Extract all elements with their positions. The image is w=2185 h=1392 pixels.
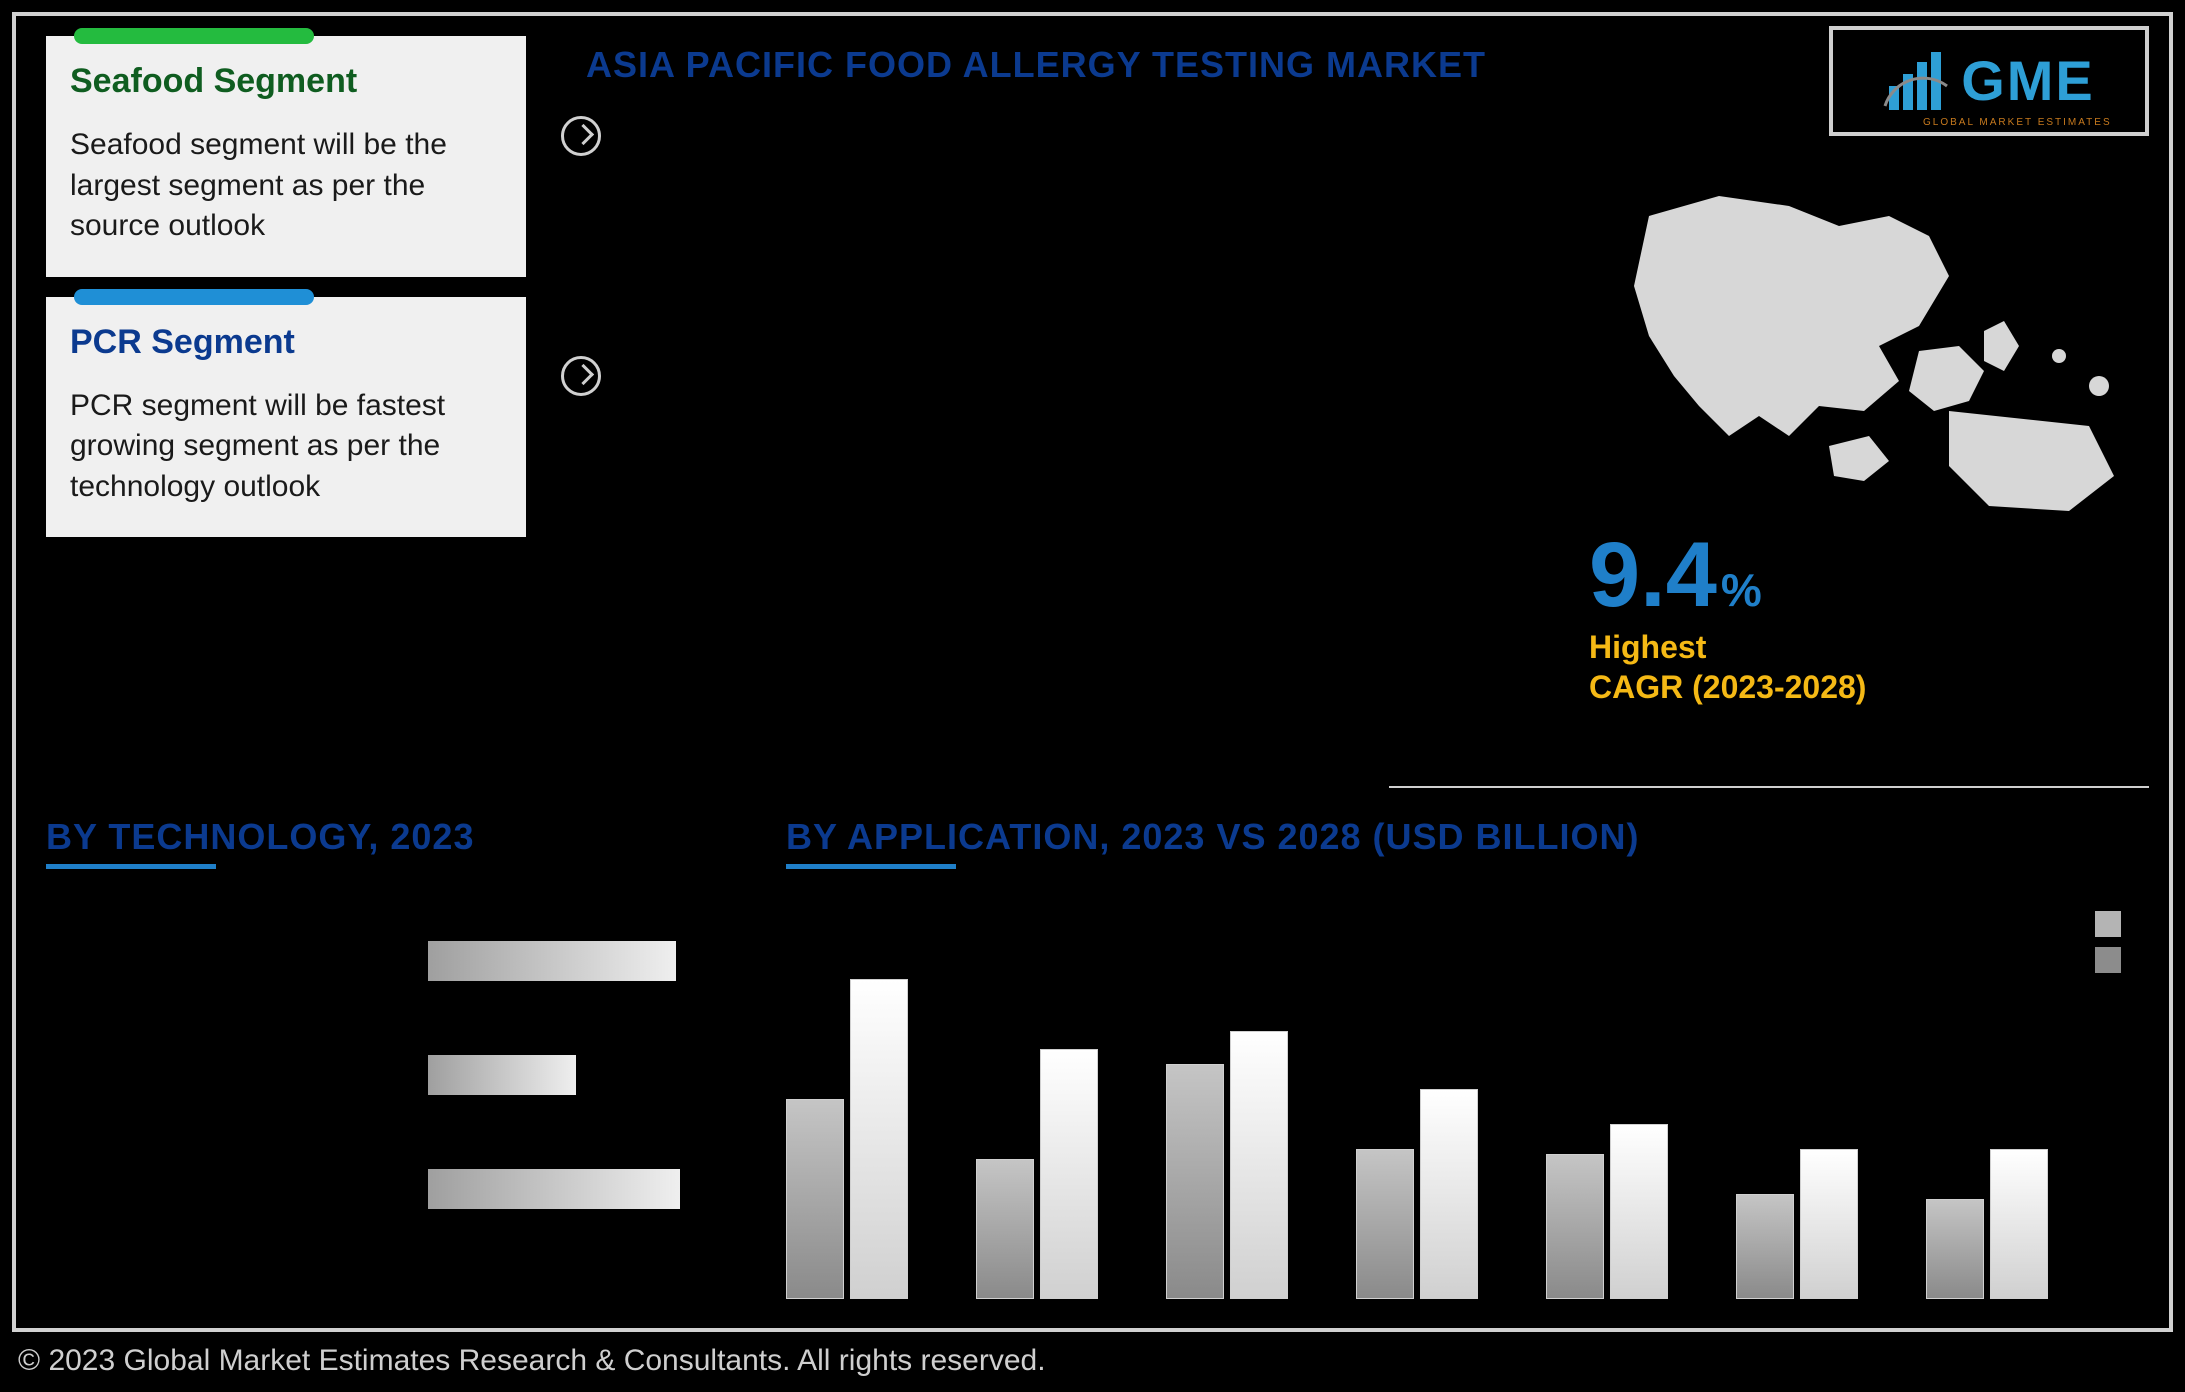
card-title: Seafood Segment [70,62,502,101]
section-title: BY TECHNOLOGY, 2023 [46,816,474,858]
card-title: PCR Segment [70,323,502,362]
bar-2023 [1546,1154,1604,1299]
logo-graphic-icon [1883,46,1949,116]
bar-2028 [1990,1149,2048,1299]
bullet-item [561,116,1391,156]
card-body: PCR segment will be fastest growing segm… [70,386,502,508]
application-chart [786,919,2129,1299]
bar-2028 [850,979,908,1299]
bar-group [1926,1149,2048,1299]
chevron-circle-icon [561,356,601,396]
logo-subtitle: GLOBAL MARKET ESTIMATES [1923,117,2112,128]
technology-section: BY TECHNOLOGY, 2023 [46,816,746,1281]
segment-cards: Seafood Segment Seafood segment will be … [46,36,526,557]
section-title: BY APPLICATION, 2023 VS 2028 (USD BILLIO… [786,816,1640,858]
hbar-row [426,1053,746,1097]
chart-legend [2095,911,2129,973]
hbar-row [426,1167,746,1211]
cagr-label: Highest CAGR (2023-2028) [1589,627,2139,707]
bar-group [1736,1149,1858,1299]
bar-2028 [1230,1031,1288,1299]
hbar [426,939,726,983]
cagr-percent: % [1721,563,1762,617]
card-accent [74,28,314,44]
page-title: ASIA PACIFIC FOOD ALLERGY TESTING MARKET [586,44,1486,86]
card-pcr: PCR Segment PCR segment will be fastest … [46,297,526,538]
hbar-row [426,939,746,983]
card-body: Seafood segment will be the largest segm… [70,125,502,247]
bar-2028 [1420,1089,1478,1299]
chevron-circle-icon [561,116,601,156]
bar-2028 [1610,1124,1668,1299]
bar-group [976,1049,1098,1299]
asia-pacific-map-icon [1589,176,2129,516]
divider [1389,786,2149,788]
legend-swatch [2095,947,2121,973]
bar-2023 [1166,1064,1224,1299]
copyright-text: © 2023 Global Market Estimates Research … [18,1344,1046,1378]
title-underline [46,864,216,869]
bar-group [1166,1031,1288,1299]
bar-2023 [786,1099,844,1299]
bullet-item [561,356,1391,396]
title-underline [786,864,956,869]
bar-2028 [1040,1049,1098,1299]
bar-2023 [976,1159,1034,1299]
bar-group [786,979,908,1299]
bar-2028 [1800,1149,1858,1299]
cagr-block: 9.4 % Highest CAGR (2023-2028) [1589,176,2139,707]
bar-2023 [1356,1149,1414,1299]
application-section: BY APPLICATION, 2023 VS 2028 (USD BILLIO… [786,816,2129,1299]
legend-swatch [2095,911,2121,937]
bar-group [1356,1089,1478,1299]
technology-bars [46,939,746,1211]
gme-logo: GME GLOBAL MARKET ESTIMATES [1829,26,2149,136]
legend-item [2095,911,2129,937]
bar-2023 [1926,1199,1984,1299]
bar-2023 [1736,1194,1794,1299]
bullet-list [561,116,1391,596]
hbar [426,1053,674,1097]
logo-text: GME [1961,53,2095,109]
infographic-frame: Seafood Segment Seafood segment will be … [12,12,2173,1332]
legend-item [2095,947,2129,973]
card-seafood: Seafood Segment Seafood segment will be … [46,36,526,277]
card-accent [74,289,314,305]
bar-group [1546,1124,1668,1299]
hbar [426,1167,726,1211]
cagr-value: 9.4 [1589,529,1717,621]
